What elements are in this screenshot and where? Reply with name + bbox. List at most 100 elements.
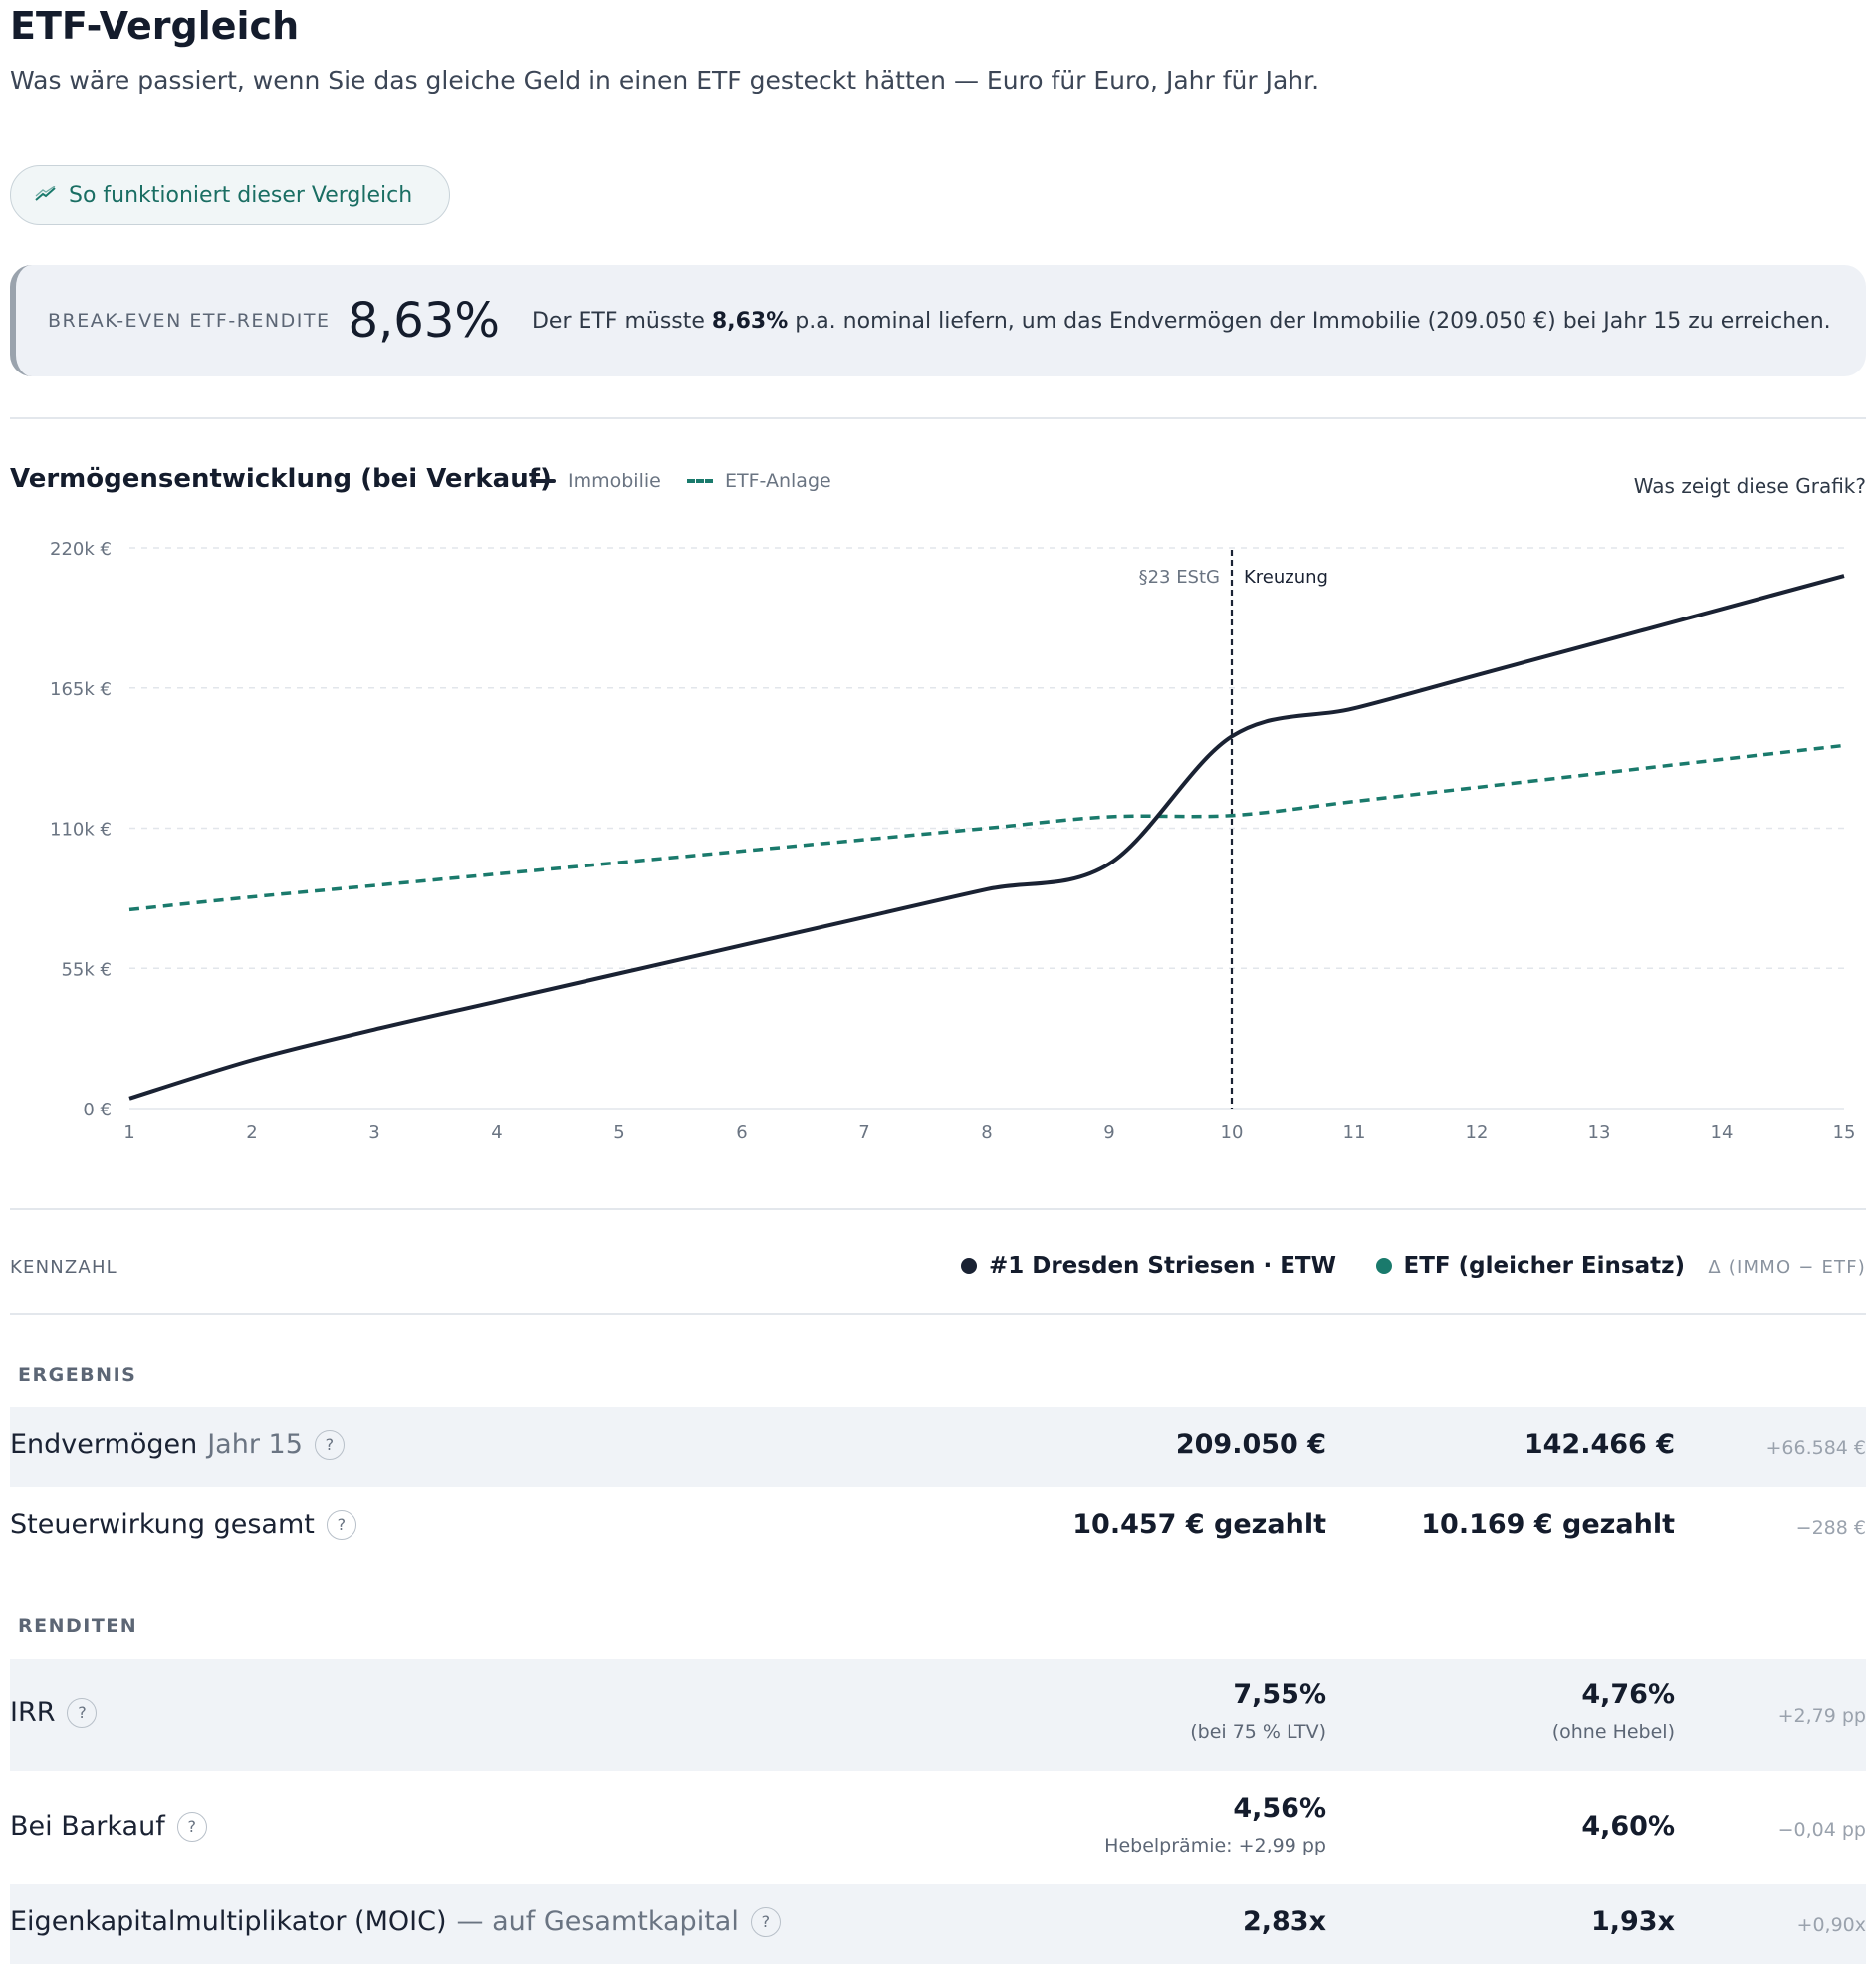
y-tick-label: 110k € — [50, 820, 112, 841]
table-header-col1-label: #1 Dresden Striesen · ETW — [988, 1253, 1336, 1279]
x-tick-label: 4 — [491, 1122, 502, 1143]
table-header-etf: ETF (gleicher Einsatz) — [1375, 1253, 1686, 1279]
breakeven-text-bold: 8,63% — [711, 308, 789, 334]
table-row-irr: IRR ? 7,55% (bei 75 % LTV) 4,76% (ohne H… — [10, 1659, 1866, 1771]
help-icon[interactable]: ? — [326, 1509, 356, 1540]
value-etf-note: (ohne Hebel) — [1551, 1721, 1675, 1743]
x-tick-label: 9 — [1103, 1122, 1114, 1143]
legend-immobilie-label: Immobilie — [568, 470, 661, 492]
x-tick-label: 15 — [1833, 1122, 1856, 1143]
how-it-works-label: So funktioniert dieser Vergleich — [69, 182, 413, 208]
table-row-moic: Eigenkapitalmultiplikator (MOIC) — auf G… — [10, 1884, 1866, 1964]
chart-title: Vermögensentwicklung (bei Verkauf) — [10, 464, 552, 494]
value-delta: +2,79 pp — [1777, 1705, 1866, 1727]
breakeven-text: Der ETF müsste 8,63% p.a. nominal liefer… — [532, 309, 1831, 334]
value-etf: 4,76% — [1581, 1679, 1675, 1710]
chart-y-ticks: 0 € 55k € 110k € 165k € 220k € — [50, 539, 112, 1120]
divider — [10, 1208, 1866, 1210]
value-delta: +66.584 € — [1765, 1437, 1866, 1459]
legend-etf: ETF-Anlage — [687, 470, 831, 492]
value-etf: 142.466 € — [1524, 1429, 1675, 1460]
value-immobilie: 10.457 € gezahlt — [1072, 1509, 1326, 1540]
help-icon[interactable]: ? — [176, 1811, 207, 1842]
row-label-text: Steuerwirkung gesamt — [10, 1509, 315, 1540]
x-tick-label: 7 — [858, 1122, 869, 1143]
x-tick-label: 11 — [1343, 1122, 1366, 1143]
marker-label-left: §23 EStG — [1139, 567, 1220, 588]
value-delta: −288 € — [1795, 1517, 1866, 1539]
breakeven-text-pre: Der ETF müsste — [531, 308, 712, 334]
legend-dashed-swatch — [687, 479, 713, 483]
value-immobilie: 209.050 € — [1175, 1429, 1326, 1460]
row-label: Eigenkapitalmultiplikator (MOIC) — auf G… — [10, 1906, 781, 1937]
wealth-chart: 0 €55k €110k €165k €220k € 1 2 3 4 5 6 7 8 9 10 11… — [50, 539, 1855, 1143]
page-title: ETF-Vergleich — [10, 4, 300, 48]
x-tick-label: 5 — [613, 1122, 624, 1143]
value-delta: −0,04 pp — [1777, 1819, 1866, 1841]
value-immobilie: 4,56% — [1233, 1793, 1326, 1824]
value-immobilie: 2,83x — [1242, 1906, 1326, 1937]
breakeven-label: BREAK-EVEN ETF-RENDITE — [48, 310, 331, 332]
table-header-delta: Δ (IMMO − ETF) — [1708, 1257, 1866, 1278]
row-label-muted: Jahr 15 — [207, 1429, 303, 1460]
row-label: IRR ? — [10, 1697, 98, 1728]
value-delta: +0,90x — [1796, 1914, 1866, 1936]
value-immobilie-note: Hebelprämie: +2,99 pp — [1104, 1835, 1326, 1856]
chart-help-link[interactable]: Was zeigt diese Grafik? — [1633, 474, 1866, 498]
x-tick-label: 10 — [1221, 1122, 1244, 1143]
section-ergebnis: ERGEBNIS — [18, 1364, 137, 1386]
table-row-endvermoegen: Endvermögen Jahr 15 ? 209.050 € 142.466 … — [10, 1407, 1866, 1487]
row-label: Steuerwirkung gesamt ? — [10, 1509, 356, 1540]
row-label: Bei Barkauf ? — [10, 1811, 207, 1842]
help-icon[interactable]: ? — [67, 1697, 98, 1728]
chart-grid — [129, 547, 1844, 1110]
x-tick-label: 2 — [246, 1122, 257, 1143]
page-subtitle: Was wäre passiert, wenn Sie das gleiche … — [10, 66, 1320, 95]
x-tick-label: 13 — [1588, 1122, 1611, 1143]
legend-solid-swatch — [530, 479, 556, 483]
x-tick-label: 3 — [368, 1122, 379, 1143]
row-label-muted: — auf Gesamtkapital — [456, 1906, 739, 1937]
value-immobilie: 7,55% — [1233, 1679, 1326, 1710]
series-line-etf — [128, 743, 1845, 912]
breakeven-text-post: p.a. nominal liefern, um das Endvermögen… — [788, 308, 1831, 334]
section-renditen: RENDITEN — [18, 1615, 138, 1637]
legend-immobilie: Immobilie — [530, 470, 661, 492]
divider — [10, 417, 1866, 419]
table-header-kennzahl: KENNZAHL — [10, 1257, 117, 1278]
chart-marker: §23 EStG Kreuzung — [1139, 550, 1328, 1109]
value-etf: 1,93x — [1590, 1906, 1675, 1937]
immobilie-dot — [960, 1258, 977, 1274]
table-row-barkauf: Bei Barkauf ? 4,56% Hebelprämie: +2,99 p… — [10, 1771, 1866, 1884]
y-tick-label: 220k € — [50, 539, 112, 560]
x-tick-label: 12 — [1466, 1122, 1489, 1143]
x-tick-label: 6 — [736, 1122, 747, 1143]
etf-dot — [1375, 1258, 1392, 1274]
chart-x-ticks: 1 2 3 4 5 6 7 8 9 10 11 12 13 14 15 — [123, 1122, 1855, 1143]
series-line-immobilie — [128, 574, 1845, 1101]
table-row-steuerwirkung: Steuerwirkung gesamt ? 10.457 € gezahlt … — [10, 1487, 1866, 1567]
row-label: Endvermögen Jahr 15 ? — [10, 1429, 345, 1460]
legend-etf-label: ETF-Anlage — [725, 470, 831, 492]
marker-label-right: Kreuzung — [1244, 567, 1328, 588]
row-label-text: Eigenkapitalmultiplikator (MOIC) — [10, 1906, 447, 1937]
x-tick-label: 8 — [981, 1122, 992, 1143]
help-icon[interactable]: ? — [314, 1429, 345, 1460]
table-header-immobilie: #1 Dresden Striesen · ETW — [960, 1253, 1336, 1279]
how-it-works-button[interactable]: So funktioniert dieser Vergleich — [10, 165, 450, 225]
row-label-text: Bei Barkauf — [10, 1811, 165, 1842]
row-label-text: Endvermögen — [10, 1429, 198, 1460]
trend-line-icon — [35, 183, 57, 208]
x-tick-label: 1 — [123, 1122, 134, 1143]
breakeven-box: BREAK-EVEN ETF-RENDITE 8,63% Der ETF müs… — [10, 265, 1866, 376]
value-immobilie-note: (bei 75 % LTV) — [1190, 1721, 1326, 1743]
table-header-col2-label: ETF (gleicher Einsatz) — [1403, 1253, 1686, 1279]
y-tick-label: 0 € — [83, 1100, 112, 1120]
value-etf: 10.169 € gezahlt — [1421, 1509, 1675, 1540]
row-label-text: IRR — [10, 1697, 56, 1728]
x-tick-label: 14 — [1711, 1122, 1734, 1143]
y-tick-label: 55k € — [61, 959, 112, 980]
breakeven-value: 8,63% — [348, 293, 500, 349]
divider — [10, 1313, 1866, 1315]
help-icon[interactable]: ? — [750, 1906, 781, 1937]
